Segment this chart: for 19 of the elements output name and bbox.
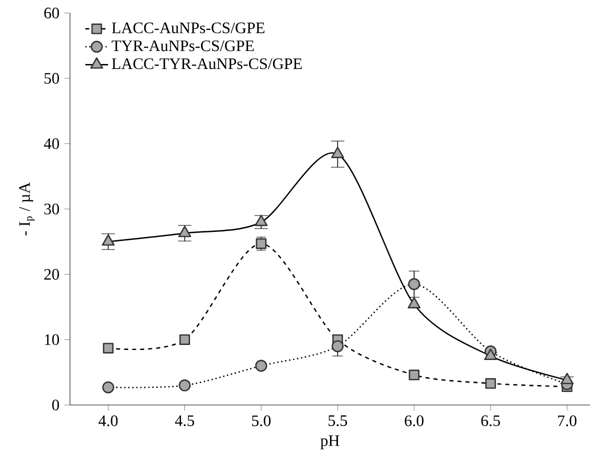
y-axis-title: - I$_{p}$ / µA: [19, 182, 34, 236]
x-tick-label: 5.5: [328, 415, 348, 426]
y-tick-label: 50: [44, 72, 59, 84]
y-tick-label: 10: [45, 334, 59, 346]
y-tick-label: 30: [44, 204, 59, 214]
y-tick-label: 0: [52, 400, 59, 410]
x-axis-title: pH: [320, 435, 340, 450]
y-tick-label: 40: [44, 138, 59, 150]
y-tick-label: 20: [44, 268, 59, 280]
x-tick-label: 4.5: [175, 415, 194, 426]
legend-label: LACC-TYR-AuNPs-CS/GPE: [112, 58, 302, 70]
x-tick-label: 5.0: [252, 415, 271, 426]
x-tick-label: 6.5: [481, 415, 500, 426]
x-tick-label: 7.0: [558, 415, 576, 426]
y-tick-label: 60: [44, 8, 59, 18]
legend-label: TYR-AuNPs-CS/GPE: [112, 40, 254, 52]
legend-label: LACC-AuNPs-CS/GPE: [112, 22, 264, 34]
x-tick-label: 4.0: [98, 415, 118, 426]
x-tick-label: 6.0: [404, 415, 424, 426]
